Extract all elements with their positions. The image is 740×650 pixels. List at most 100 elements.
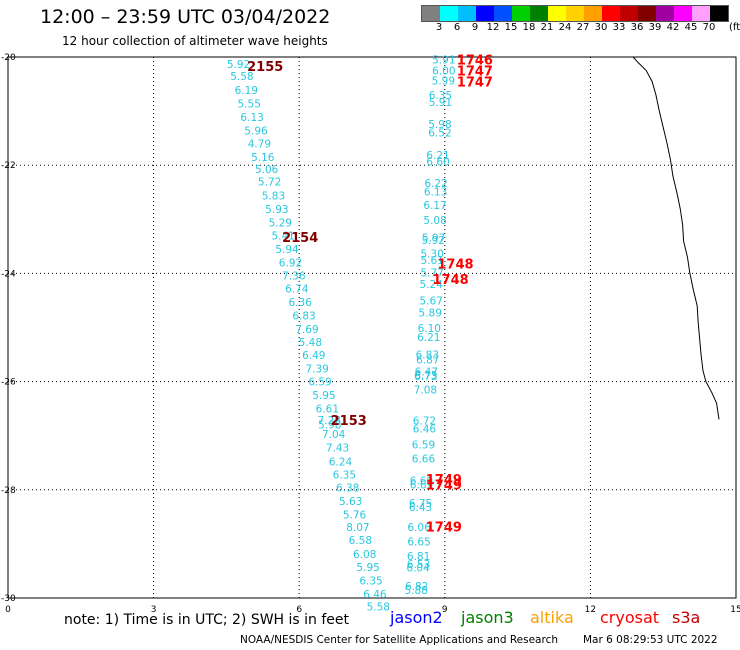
color-swatch bbox=[710, 6, 728, 21]
color-swatch bbox=[566, 6, 584, 21]
wave-height-value: 7.08 bbox=[414, 385, 437, 397]
lon-tick-label: 9 bbox=[442, 605, 448, 615]
wave-height-value: 6.10 bbox=[418, 323, 441, 335]
wave-height-value: 6.65 bbox=[407, 537, 430, 549]
wave-height-value: 6.43 bbox=[409, 502, 432, 514]
pass-time-label: 1749 bbox=[426, 478, 462, 493]
wave-height-value: 6.08 bbox=[353, 549, 376, 561]
wave-height-value: 5.93 bbox=[265, 204, 288, 216]
color-scale-tick-label: 15 bbox=[504, 22, 518, 33]
wave-height-value: 7.69 bbox=[295, 324, 318, 336]
wave-height-value: 4.79 bbox=[248, 139, 271, 151]
lon-tick-label: 6 bbox=[296, 605, 302, 615]
wave-height-value: 6.60 bbox=[426, 156, 449, 168]
wave-height-value: 6.13 bbox=[424, 187, 447, 199]
wave-height-value: 6.13 bbox=[240, 112, 263, 124]
color-scale-tick-label: 36 bbox=[630, 22, 644, 33]
wave-height-value: 6.83 bbox=[416, 350, 439, 362]
wave-height-value: 6.04 bbox=[406, 563, 430, 575]
wave-height-value: 6.59 bbox=[308, 377, 331, 389]
wave-height-value: 5.06 bbox=[255, 164, 279, 176]
wave-height-value: 5.61 bbox=[420, 255, 443, 267]
color-swatch bbox=[494, 6, 512, 21]
lon-tick-label: 3 bbox=[151, 605, 157, 615]
note-text: note: 1) Time is in UTC; 2) SWH is in fe… bbox=[64, 612, 350, 628]
wave-height-value: 5.24 bbox=[420, 279, 444, 291]
wave-height-value: 7.04 bbox=[322, 429, 346, 441]
sat-jason2-label: jason2 bbox=[390, 608, 443, 627]
color-scale-tick-label: 12 bbox=[486, 22, 500, 33]
wave-height-value: 8.07 bbox=[346, 522, 369, 534]
wave-height-value: 5.88 bbox=[404, 585, 427, 597]
map-title: 12:00 – 23:59 UTC 03/04/2022 bbox=[40, 6, 331, 28]
wave-height-value: 5.16 bbox=[251, 152, 275, 164]
wave-height-value: 6.47 bbox=[415, 366, 438, 378]
sat-jason3-label: jason3 bbox=[461, 608, 514, 627]
wave-height-value: 5.29 bbox=[269, 218, 292, 230]
wave-height-value: 6.19 bbox=[235, 85, 258, 97]
wave-height-value: 6.69 bbox=[410, 476, 433, 488]
wave-height-value: 6.49 bbox=[302, 350, 325, 362]
coastline bbox=[632, 56, 720, 420]
wave-height-value: 6.66 bbox=[412, 453, 436, 465]
wave-height-value: 6.82 bbox=[405, 581, 428, 593]
wave-height-value: 6.53 bbox=[407, 559, 430, 571]
wave-height-value: 5.41 bbox=[271, 231, 294, 243]
color-swatch bbox=[692, 6, 710, 21]
wave-height-value: 6.35 bbox=[359, 576, 382, 588]
pass-time-label: 1748 bbox=[437, 258, 473, 273]
wave-height-value: 6.52 bbox=[428, 128, 451, 140]
sat-s3a-label: s3a bbox=[672, 608, 701, 627]
color-swatch bbox=[458, 6, 476, 21]
wave-height-value: 6.17 bbox=[423, 200, 446, 212]
wave-height-value: 5.91 bbox=[432, 55, 455, 67]
wave-height-value: 5.72 bbox=[258, 176, 281, 188]
color-swatch bbox=[674, 6, 692, 21]
wave-height-value: 5.55 bbox=[238, 99, 261, 111]
credit-org: NOAA/NESDIS Center for Satellite Applica… bbox=[240, 634, 558, 646]
wave-height-value: 5.83 bbox=[262, 190, 285, 202]
wave-height-value: 5.91 bbox=[429, 97, 452, 109]
wave-height-value: 5.63 bbox=[339, 496, 362, 508]
color-swatch bbox=[512, 6, 530, 21]
wave-height-value: 6.36 bbox=[288, 297, 312, 309]
wave-height-value: 5.98 bbox=[318, 419, 341, 431]
color-scale-tick-label: 3 bbox=[435, 22, 443, 33]
wave-height-value: 6.35 bbox=[333, 470, 356, 482]
wave-height-value: 6.75 bbox=[409, 498, 432, 510]
color-swatch bbox=[584, 6, 602, 21]
wave-height-value: 5.94 bbox=[275, 244, 299, 256]
wave-height-value: 7.36 bbox=[282, 271, 306, 283]
lon-tick-label: 0 bbox=[5, 605, 11, 615]
pass-time-label: 2154 bbox=[282, 231, 318, 246]
pass-time-label: 1746 bbox=[457, 54, 493, 69]
color-swatch bbox=[440, 6, 458, 21]
pass-time-label: 1748 bbox=[433, 273, 469, 288]
pass-time-label: 1749 bbox=[426, 521, 462, 536]
color-scale-tick-label: 6 bbox=[453, 22, 461, 33]
color-scale-tick-label: 33 bbox=[612, 22, 626, 33]
wave-height-value: 6.35 bbox=[429, 90, 452, 102]
pass-time-label: 1747 bbox=[457, 75, 493, 90]
color-scale-bar bbox=[421, 5, 729, 22]
color-swatch bbox=[548, 6, 566, 21]
wave-height-value: 6.21 bbox=[426, 150, 449, 162]
wave-height-value: 6.06 bbox=[407, 522, 431, 534]
lat-tick-label: -24 bbox=[1, 269, 16, 279]
wave-height-value: 5.95 bbox=[312, 390, 335, 402]
color-swatch bbox=[602, 6, 620, 21]
lat-tick-label: -30 bbox=[1, 594, 16, 604]
wave-height-value: 5.76 bbox=[343, 510, 367, 522]
wave-height-value: 5.30 bbox=[420, 248, 443, 260]
wave-height-value: 6.69 bbox=[410, 479, 433, 491]
wave-height-value: 7.43 bbox=[326, 443, 349, 455]
wave-height-value: 5.97 bbox=[422, 233, 445, 245]
color-scale-tick-label: 45 bbox=[684, 22, 698, 33]
color-swatch bbox=[620, 6, 638, 21]
pass-time-label: 2155 bbox=[247, 60, 283, 75]
wave-height-value: 5.77 bbox=[420, 267, 443, 279]
wave-height-value: 7.28 bbox=[318, 415, 341, 427]
sat-altika-label: altika bbox=[530, 608, 574, 627]
color-scale-tick-label: 27 bbox=[576, 22, 590, 33]
